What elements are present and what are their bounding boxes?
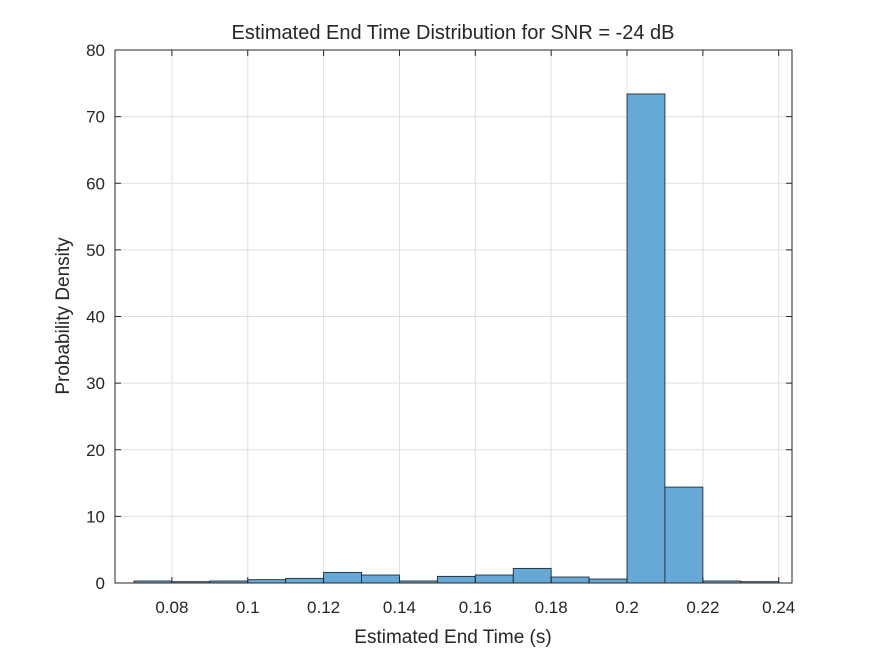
x-tick-label: 0.08 [155, 598, 188, 617]
histogram-bar [361, 574, 400, 584]
x-tick-label: 0.12 [307, 598, 340, 617]
histogram-bar [550, 576, 590, 584]
y-tick-label: 20 [86, 441, 105, 460]
ticks [115, 49, 792, 584]
y-tick-label: 30 [86, 374, 105, 393]
y-tick-label: 0 [96, 574, 105, 593]
x-tick-label: 0.14 [383, 598, 416, 617]
x-tick-label: 0.2 [615, 598, 639, 617]
y-tick-label: 80 [86, 41, 105, 60]
y-tick-label: 40 [86, 308, 105, 327]
histogram-bar [285, 577, 324, 584]
x-tick-label: 0.18 [535, 598, 568, 617]
x-axis-label: Estimated End Time (s) [354, 627, 551, 648]
histogram-bar [436, 575, 476, 584]
histogram-bar [474, 574, 514, 584]
histogram-bar [664, 486, 704, 584]
x-tick-label: 0.1 [236, 598, 260, 617]
histogram-bar [323, 571, 362, 584]
histogram-bar [626, 93, 666, 584]
y-tick-label: 10 [86, 507, 105, 526]
x-tick-label: 0.24 [762, 598, 795, 617]
x-tick-label: 0.16 [459, 598, 492, 617]
chart-title: Estimated End Time Distribution for SNR … [232, 22, 675, 44]
y-tick-label: 70 [86, 108, 105, 127]
x-tick-labels: 0.08 0.1 0.12 0.14 0.16 0.18 0.2 0.22 0.24 [155, 598, 795, 617]
x-tick-label: 0.22 [686, 598, 719, 617]
y-axis-label: Probability Density [53, 237, 74, 395]
histogram-bar [588, 578, 628, 584]
y-tick-label: 50 [86, 241, 105, 260]
y-tick-labels: 0 10 20 30 40 50 60 70 80 [86, 41, 105, 593]
y-tick-label: 60 [86, 174, 105, 193]
bars [133, 93, 780, 584]
histogram-bar [512, 567, 552, 584]
